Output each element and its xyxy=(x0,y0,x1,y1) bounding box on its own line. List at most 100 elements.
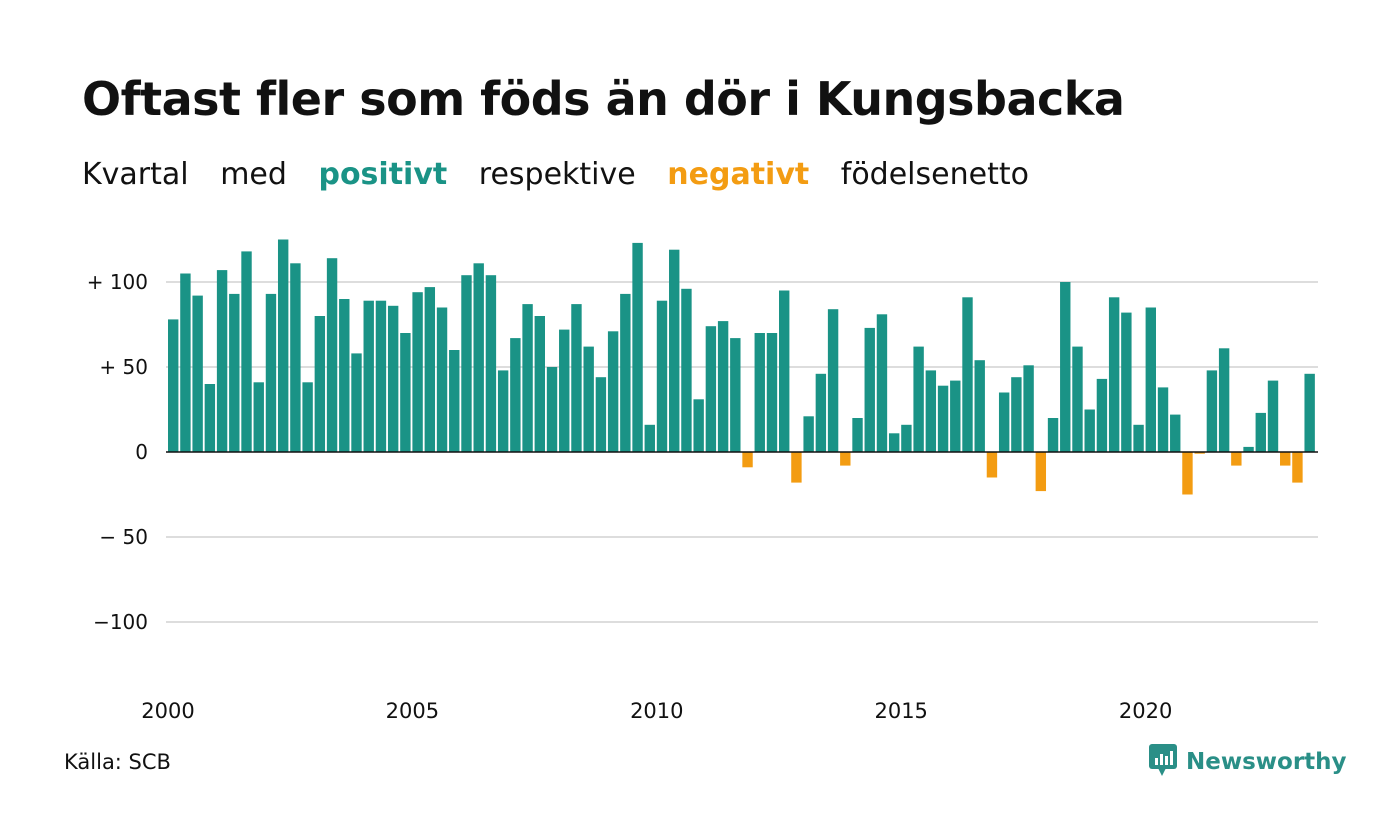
data-bar[interactable] xyxy=(363,300,374,452)
data-bar[interactable] xyxy=(840,452,851,466)
data-bar[interactable] xyxy=(779,290,790,453)
data-bar[interactable] xyxy=(852,418,863,452)
data-bar[interactable] xyxy=(204,384,216,452)
data-bar[interactable] xyxy=(1170,414,1181,452)
data-bar[interactable] xyxy=(864,327,875,452)
data-bar[interactable] xyxy=(1206,370,1218,452)
data-bar[interactable] xyxy=(656,300,668,452)
data-bar[interactable] xyxy=(400,333,411,452)
data-bar[interactable] xyxy=(534,316,545,452)
data-bar[interactable] xyxy=(962,297,973,452)
data-bar[interactable] xyxy=(1194,452,1205,454)
data-bar[interactable] xyxy=(229,293,240,452)
data-bar[interactable] xyxy=(1243,446,1254,452)
data-bar[interactable] xyxy=(913,346,924,452)
data-bar[interactable] xyxy=(290,263,301,452)
data-bar[interactable] xyxy=(314,316,326,452)
data-bar[interactable] xyxy=(937,385,949,452)
data-bar[interactable] xyxy=(888,433,900,452)
data-bar[interactable] xyxy=(1267,380,1279,452)
data-bar[interactable] xyxy=(669,249,680,452)
data-bar[interactable] xyxy=(644,424,655,452)
data-bar[interactable] xyxy=(180,273,191,453)
data-bar[interactable] xyxy=(693,399,704,452)
data-bar[interactable] xyxy=(436,307,448,453)
data-bar[interactable] xyxy=(705,326,717,452)
data-bar[interactable] xyxy=(766,333,778,452)
data-bar[interactable] xyxy=(1292,452,1303,483)
data-bar[interactable] xyxy=(473,263,484,452)
data-bar[interactable] xyxy=(1182,452,1193,495)
subtitle-negative: negativt xyxy=(667,157,810,192)
data-bar[interactable] xyxy=(339,299,350,452)
data-bar[interactable] xyxy=(546,367,558,452)
data-bar[interactable] xyxy=(1133,424,1144,452)
data-bar[interactable] xyxy=(803,416,814,452)
data-bar[interactable] xyxy=(607,331,619,452)
data-bar[interactable] xyxy=(974,360,985,452)
data-bar[interactable] xyxy=(583,346,594,452)
data-bar[interactable] xyxy=(1011,377,1022,452)
y-tick-label: + 50 xyxy=(99,355,148,379)
data-bar[interactable] xyxy=(461,275,472,452)
data-bar[interactable] xyxy=(192,295,203,452)
data-bar[interactable] xyxy=(815,373,827,452)
data-bar[interactable] xyxy=(681,288,692,452)
data-bar[interactable] xyxy=(168,319,179,452)
data-bar[interactable] xyxy=(1035,452,1047,492)
data-bar[interactable] xyxy=(424,287,436,452)
data-bar[interactable] xyxy=(754,333,765,452)
data-bar[interactable] xyxy=(1218,348,1230,452)
data-bar[interactable] xyxy=(742,452,753,468)
data-bar[interactable] xyxy=(1108,297,1120,452)
data-bar[interactable] xyxy=(485,275,497,452)
data-bar[interactable] xyxy=(730,338,741,452)
data-bar[interactable] xyxy=(375,300,387,452)
data-bar[interactable] xyxy=(986,452,998,478)
data-bar[interactable] xyxy=(412,292,423,452)
data-bar[interactable] xyxy=(510,338,521,452)
data-bar[interactable] xyxy=(1084,409,1095,453)
data-bar[interactable] xyxy=(265,293,277,452)
data-bar[interactable] xyxy=(1121,312,1132,452)
subtitle-word: respektive xyxy=(478,157,636,192)
data-bar[interactable] xyxy=(827,309,839,452)
data-bar[interactable] xyxy=(326,258,338,452)
data-bar[interactable] xyxy=(351,353,362,452)
data-bar[interactable] xyxy=(571,304,582,452)
data-bar[interactable] xyxy=(1072,346,1083,452)
brand-logo[interactable]: Newsworthy xyxy=(1148,743,1347,781)
data-bar[interactable] xyxy=(1280,452,1291,466)
data-bar[interactable] xyxy=(925,370,937,452)
data-bar[interactable] xyxy=(559,329,570,452)
data-bar[interactable] xyxy=(302,382,313,452)
data-bar[interactable] xyxy=(1096,378,1108,452)
data-bar[interactable] xyxy=(632,242,643,452)
data-bar[interactable] xyxy=(253,382,264,452)
data-bar[interactable] xyxy=(387,305,399,452)
data-bar[interactable] xyxy=(449,350,460,452)
data-bar[interactable] xyxy=(1157,387,1169,452)
data-bar[interactable] xyxy=(216,270,228,452)
data-bar[interactable] xyxy=(497,370,509,452)
data-bar[interactable] xyxy=(950,380,961,452)
data-bar[interactable] xyxy=(998,392,1010,453)
data-bar[interactable] xyxy=(277,239,289,453)
data-bar[interactable] xyxy=(876,314,888,452)
data-bar[interactable] xyxy=(1304,373,1315,452)
data-bar[interactable] xyxy=(595,377,607,452)
chart-subtitle: Kvartal med positivt respektive negativt… xyxy=(82,157,1051,192)
data-bar[interactable] xyxy=(1047,418,1059,452)
data-bar[interactable] xyxy=(1023,365,1034,452)
data-bar[interactable] xyxy=(522,304,533,452)
data-bar[interactable] xyxy=(791,452,802,483)
data-bar[interactable] xyxy=(1060,282,1071,452)
data-bar[interactable] xyxy=(241,251,252,452)
data-bar[interactable] xyxy=(1255,412,1266,452)
subtitle-positive: positivt xyxy=(318,157,448,192)
data-bar[interactable] xyxy=(1145,307,1156,453)
data-bar[interactable] xyxy=(620,293,631,452)
data-bar[interactable] xyxy=(1231,452,1242,466)
data-bar[interactable] xyxy=(717,321,729,452)
data-bar[interactable] xyxy=(901,424,912,452)
